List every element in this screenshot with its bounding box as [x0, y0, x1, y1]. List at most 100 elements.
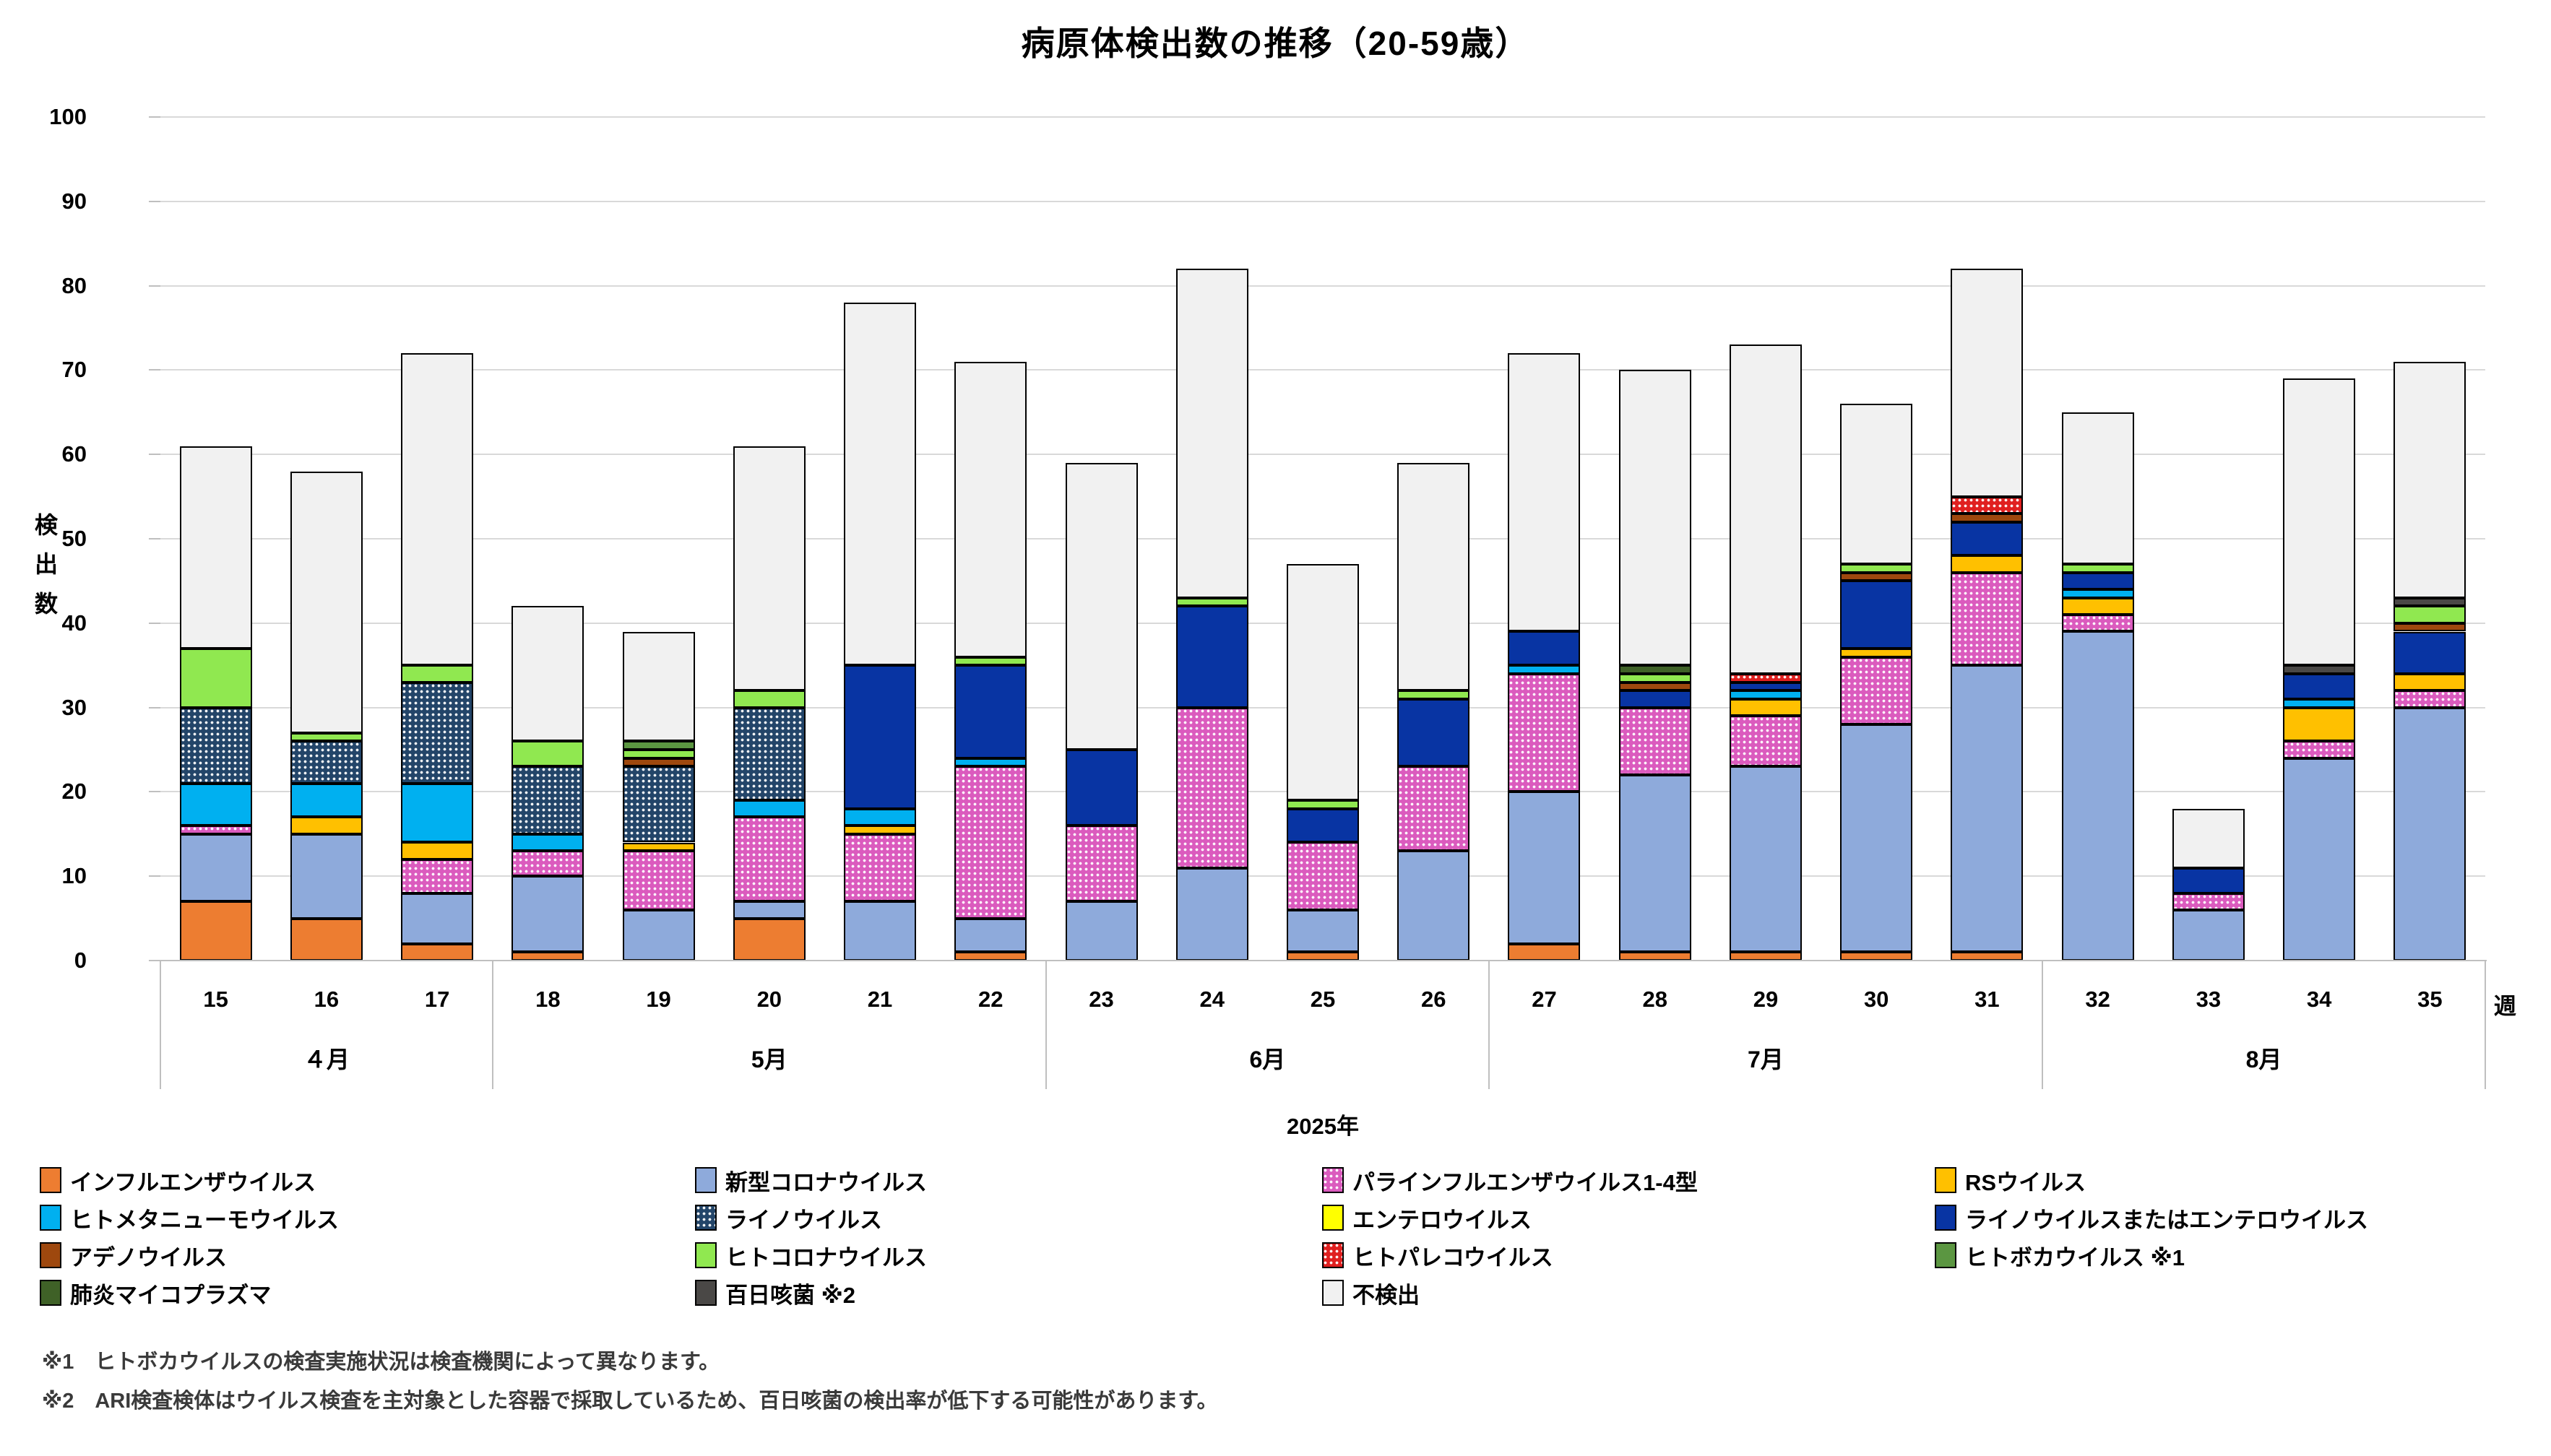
legend-label-rhino_entero: ライノウイルスまたはエンテロウイルス [1965, 1207, 2368, 1233]
legend-item-hcov: ヒトコロナウイルス [695, 1239, 927, 1271]
bar-week-16 [290, 117, 363, 961]
segment-rhinovirus-week-18 [512, 766, 584, 834]
segment-hcov-week-26 [1397, 690, 1470, 699]
y-tick-mark-60 [149, 454, 160, 456]
legend-swatch-parainfluenza [1322, 1167, 1344, 1193]
segment-covid-week-29 [1729, 766, 1802, 953]
legend-swatch-hmpv [40, 1205, 61, 1231]
bar-week-32 [2061, 117, 2134, 961]
legend-item-enterovirus: エンテロウイルス [1322, 1202, 1532, 1234]
segment-covid-week-16 [290, 833, 363, 919]
y-tick-label-50: 50 [61, 526, 87, 551]
bar-week-33 [2172, 117, 2245, 961]
month-separator-3 [1488, 961, 1490, 1089]
month-label-3: 6月 [1249, 1046, 1286, 1072]
segment-rhino_entero-week-24 [1175, 606, 1248, 708]
legend-item-mycoplasma: 肺炎マイコプラズマ [40, 1277, 271, 1309]
segment-rs-week-30 [1840, 648, 1913, 657]
segment-parainfluenza-week-18 [512, 851, 584, 877]
segment-not_detected-week-28 [1618, 370, 1691, 666]
segment-hcov-week-22 [954, 656, 1027, 666]
segment-not_detected-week-25 [1287, 564, 1359, 801]
segment-covid-week-33 [2172, 909, 2245, 961]
week-label-29: 29 [1753, 987, 1779, 1012]
segment-parainfluenza-week-32 [2061, 615, 2134, 632]
segment-parainfluenza-week-19 [622, 851, 695, 910]
segment-hmpv-week-32 [2061, 589, 2134, 598]
y-tick-label-30: 30 [61, 694, 87, 720]
segment-parainfluenza-week-17 [401, 859, 474, 893]
segment-influenza-week-20 [733, 918, 806, 961]
segment-rhinovirus-week-20 [733, 707, 806, 801]
segment-rhino_entero-week-28 [1618, 690, 1691, 708]
segment-hmpv-week-20 [733, 800, 806, 818]
segment-rs-week-35 [2394, 673, 2466, 691]
year-label: 2025年 [1287, 1114, 1359, 1139]
segment-parainfluenza-week-27 [1508, 673, 1581, 792]
legend-item-adenovirus: アデノウイルス [40, 1239, 227, 1271]
gridline-80 [160, 285, 2485, 287]
week-label-21: 21 [867, 987, 893, 1012]
segment-rs-week-16 [290, 817, 363, 834]
segment-rs-week-34 [2283, 707, 2356, 742]
segment-parainfluenza-week-24 [1175, 707, 1248, 868]
segment-mycoplasma-week-28 [1618, 665, 1691, 674]
gridline-70 [160, 369, 2485, 371]
legend-item-covid: 新型コロナウイルス [695, 1164, 927, 1196]
legend-swatch-not_detected [1322, 1280, 1344, 1306]
legend-item-pertussis: 百日咳菌 ※2 [695, 1277, 855, 1309]
gridline-90 [160, 200, 2485, 202]
week-label-20: 20 [756, 987, 782, 1012]
bar-week-23 [1065, 117, 1138, 961]
segment-not_detected-week-34 [2283, 378, 2356, 666]
segment-influenza-week-16 [290, 918, 363, 961]
segment-influenza-week-27 [1508, 943, 1581, 961]
segment-covid-week-30 [1840, 724, 1913, 953]
bar-week-30 [1840, 117, 1913, 961]
week-label-22: 22 [978, 987, 1003, 1012]
bar-week-35 [2394, 117, 2466, 961]
gridline-60 [160, 454, 2485, 456]
segment-covid-week-25 [1287, 909, 1359, 953]
segment-hcov-week-24 [1175, 597, 1248, 607]
x-axis-line [160, 960, 2487, 961]
segment-hcov-week-32 [2061, 564, 2134, 573]
segment-not_detected-week-20 [733, 446, 806, 691]
legend-label-parainfluenza: パラインフルエンザウイルス1-4型 [1352, 1169, 1698, 1195]
segment-not_detected-week-23 [1065, 462, 1138, 750]
month-label-1: ４月 [303, 1046, 350, 1072]
segment-hcov-week-17 [401, 665, 474, 682]
legend-item-rs: RSウイルス [1935, 1164, 2086, 1196]
segment-covid-week-28 [1618, 775, 1691, 953]
segment-parainfluenza-week-30 [1840, 656, 1913, 724]
y-tick-label-80: 80 [61, 272, 87, 298]
segment-hcov-week-20 [733, 690, 806, 708]
bar-week-19 [622, 117, 695, 961]
segment-parainfluenza-week-20 [733, 817, 806, 902]
segment-not_detected-week-16 [290, 471, 363, 733]
segment-rhino_entero-week-25 [1287, 808, 1359, 843]
y-tick-mark-90 [149, 200, 160, 202]
week-label-19: 19 [646, 987, 671, 1012]
segment-hmpv-week-29 [1729, 690, 1802, 699]
segment-not_detected-week-24 [1175, 269, 1248, 598]
segment-rs-week-19 [622, 842, 695, 852]
legend-item-hmpv: ヒトメタニューモウイルス [40, 1202, 339, 1234]
y-tick-mark-80 [149, 285, 160, 287]
segment-not_detected-week-19 [622, 631, 695, 742]
segment-rhino_entero-week-27 [1508, 631, 1581, 666]
segment-covid-week-34 [2283, 758, 2356, 961]
legend-item-not_detected: 不検出 [1322, 1277, 1420, 1309]
segment-covid-week-35 [2394, 707, 2466, 961]
week-label-33: 33 [2196, 987, 2222, 1012]
segment-parainfluenza-week-23 [1065, 826, 1138, 902]
segment-parainfluenza-week-34 [2283, 741, 2356, 758]
legend-label-influenza: インフルエンザウイルス [70, 1169, 316, 1195]
month-label-2: 5月 [751, 1046, 787, 1072]
week-label-18: 18 [535, 987, 561, 1012]
week-label-16: 16 [314, 987, 340, 1012]
y-tick-mark-30 [149, 706, 160, 708]
footnote-2: ※2 ARI検査検体はウイルス検査を主対象とした容器で採取しているため、百日咳菌… [42, 1390, 1218, 1413]
segment-not_detected-week-35 [2394, 361, 2466, 598]
legend-item-rhino_entero: ライノウイルスまたはエンテロウイルス [1935, 1202, 2368, 1234]
